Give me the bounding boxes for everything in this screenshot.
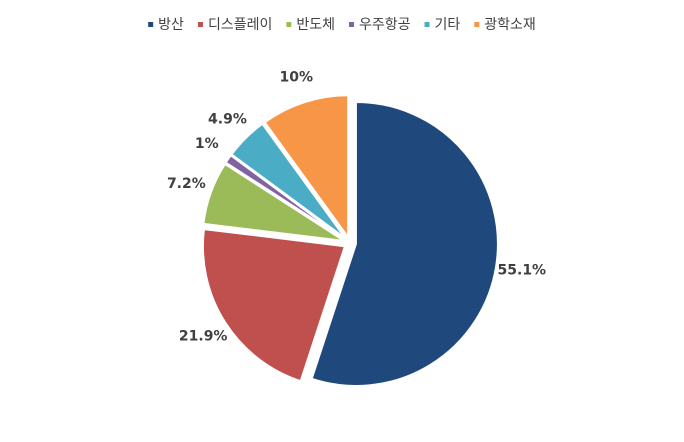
pie-slice — [310, 100, 499, 387]
pie-slice — [202, 162, 345, 242]
pie-slice — [263, 94, 350, 241]
data-label: 21.9% — [179, 328, 228, 344]
pie-slice — [201, 227, 347, 383]
legend-label: 기타 — [435, 17, 461, 33]
legend-label: 반도체 — [296, 17, 335, 33]
legend-marker — [148, 22, 154, 27]
data-label: 55.1% — [498, 262, 547, 278]
legend-marker — [474, 22, 480, 27]
legend-marker — [197, 22, 203, 27]
legend-label: 우주항공 — [359, 17, 411, 33]
legend-label: 디스플레이 — [208, 17, 272, 33]
data-label: 1% — [195, 136, 219, 152]
legend-marker — [348, 22, 354, 27]
data-label: 7.2% — [167, 176, 206, 192]
pie-slice — [230, 122, 347, 240]
data-label: 10% — [280, 69, 314, 85]
legend-label: 광학소재 — [484, 17, 536, 33]
legend-marker — [286, 22, 292, 27]
pie-slice — [224, 153, 346, 241]
legend-marker — [424, 22, 430, 27]
legend: 방산 디스플레이 반도체 우주항공 기타 광학소재 — [148, 17, 536, 33]
data-label: 4.9% — [208, 111, 247, 127]
legend-label: 방산 — [158, 17, 184, 33]
